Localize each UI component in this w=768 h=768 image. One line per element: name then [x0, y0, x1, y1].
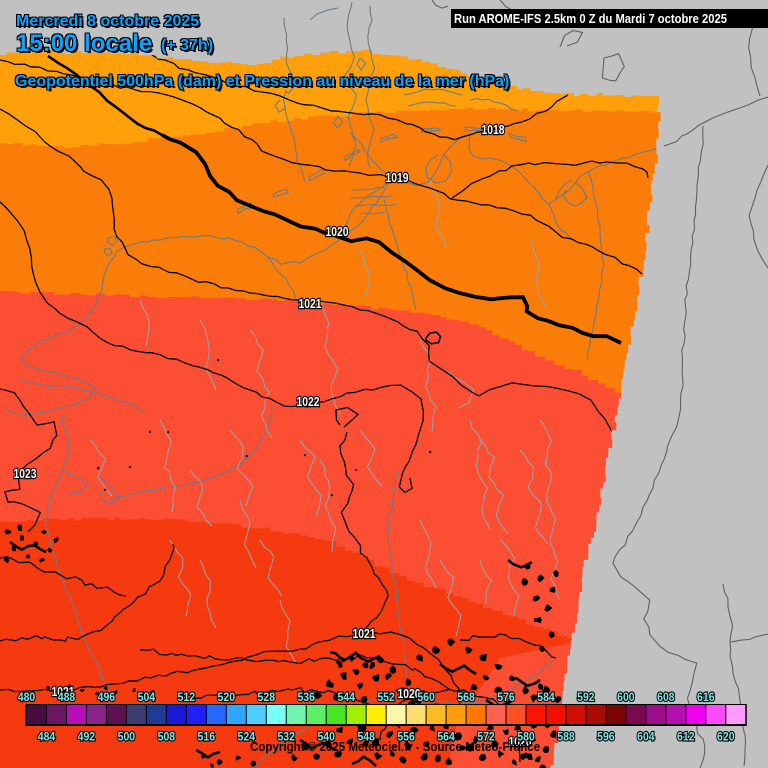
- svg-text:524: 524: [238, 732, 256, 744]
- svg-text:484: 484: [38, 732, 56, 744]
- svg-text:544: 544: [337, 692, 355, 704]
- svg-text:520: 520: [218, 692, 236, 704]
- svg-text:508: 508: [158, 732, 176, 744]
- svg-text:584: 584: [537, 692, 555, 704]
- svg-text:604: 604: [637, 732, 655, 744]
- svg-text:488: 488: [58, 692, 76, 704]
- svg-text:504: 504: [138, 692, 156, 704]
- svg-text:596: 596: [597, 732, 615, 744]
- svg-text:600: 600: [617, 692, 635, 704]
- svg-text:588: 588: [557, 732, 575, 744]
- svg-text:1020: 1020: [509, 734, 532, 749]
- svg-text:516: 516: [198, 732, 216, 744]
- svg-text:560: 560: [417, 692, 435, 704]
- svg-text:480: 480: [18, 692, 36, 704]
- svg-text:500: 500: [118, 732, 136, 744]
- svg-text:1019: 1019: [386, 170, 409, 185]
- svg-text:1023: 1023: [14, 466, 37, 481]
- svg-text:612: 612: [677, 732, 695, 744]
- svg-text:552: 552: [377, 692, 395, 704]
- svg-text:556: 556: [397, 732, 415, 744]
- svg-text:532: 532: [277, 732, 295, 744]
- svg-text:1021: 1021: [299, 296, 322, 311]
- svg-text:608: 608: [657, 692, 675, 704]
- svg-text:536: 536: [297, 692, 315, 704]
- svg-text:620: 620: [717, 732, 735, 744]
- svg-text:1020: 1020: [398, 686, 421, 701]
- svg-text:580: 580: [517, 732, 535, 744]
- svg-text:1020: 1020: [326, 224, 349, 239]
- svg-text:616: 616: [697, 692, 715, 704]
- svg-text:576: 576: [497, 692, 515, 704]
- svg-text:492: 492: [78, 732, 96, 744]
- svg-text:1021: 1021: [353, 626, 376, 641]
- svg-text:568: 568: [457, 692, 475, 704]
- svg-text:572: 572: [477, 732, 495, 744]
- svg-text:592: 592: [577, 692, 595, 704]
- svg-text:1018: 1018: [482, 122, 505, 137]
- svg-text:528: 528: [258, 692, 276, 704]
- svg-text:496: 496: [98, 692, 116, 704]
- svg-text:1022: 1022: [297, 394, 320, 409]
- svg-text:548: 548: [357, 732, 375, 744]
- svg-text:512: 512: [178, 692, 196, 704]
- svg-text:1021: 1021: [52, 684, 75, 699]
- svg-text:540: 540: [317, 732, 335, 744]
- svg-text:564: 564: [437, 732, 455, 744]
